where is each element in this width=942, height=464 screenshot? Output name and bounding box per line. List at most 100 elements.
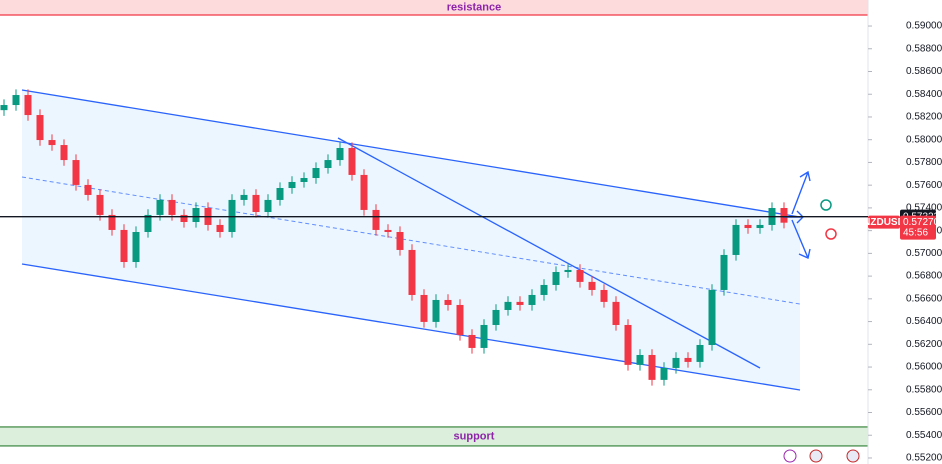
y-tick-label: 0.58800 — [906, 43, 942, 54]
candle-body — [420, 294, 428, 322]
candle-body — [528, 294, 536, 305]
support-label: support — [454, 430, 495, 442]
y-tick-label: 0.56600 — [906, 293, 942, 304]
candle-body — [708, 289, 716, 345]
y-tick-label: 0.55600 — [906, 407, 942, 418]
candle-body — [540, 284, 548, 295]
candle-body — [684, 357, 692, 362]
candle-body — [252, 194, 260, 212]
candle-body — [372, 209, 380, 230]
candle-body — [732, 224, 740, 255]
icon — [783, 449, 797, 463]
symbol-box — [868, 215, 900, 229]
candle-body — [288, 181, 296, 189]
candle-body — [648, 354, 656, 380]
zones: resistance support — [0, 0, 868, 447]
candle-body — [300, 178, 308, 182]
y-tick-label: 0.58200 — [906, 112, 942, 123]
y-tick-label: 0.56000 — [906, 362, 942, 373]
candle-body — [12, 95, 20, 106]
candle-body — [48, 140, 56, 146]
y-tick-label: 0.57600 — [906, 180, 942, 191]
stop-circle — [825, 228, 837, 240]
support-zone — [0, 426, 868, 446]
candle-body — [480, 324, 488, 348]
candle-body — [108, 214, 116, 230]
candle-body — [324, 160, 332, 169]
candle-body — [636, 354, 644, 365]
candle-body — [564, 269, 572, 273]
candle-body — [156, 199, 164, 215]
y-tick-label: 0.58400 — [906, 89, 942, 100]
candle-body — [312, 168, 320, 179]
candle-body — [120, 229, 128, 263]
candle-body — [408, 249, 416, 295]
bottom-icons — [783, 449, 860, 463]
candle-body — [276, 188, 284, 200]
y-tick-label: 0.58600 — [906, 66, 942, 77]
candle-body — [432, 299, 440, 322]
symbol-label: NZDUSD — [863, 217, 905, 228]
channel-upper — [21, 89, 801, 218]
candle-body — [216, 224, 224, 232]
candle-body — [180, 214, 188, 222]
y-tick-label: 0.55800 — [906, 384, 942, 395]
candle-body — [612, 301, 620, 325]
trend-line — [337, 137, 761, 369]
candle-body — [720, 254, 728, 290]
candle-body — [240, 194, 248, 200]
y-tick-label: 0.55200 — [906, 453, 942, 464]
channel-mid — [21, 176, 801, 305]
candle-body — [396, 232, 404, 250]
candle-body — [468, 334, 476, 348]
candle-body — [492, 309, 500, 325]
candle-body — [36, 115, 44, 141]
channel-lower — [21, 263, 801, 391]
candle-body — [504, 301, 512, 310]
candle-body — [672, 357, 680, 368]
candle-body — [576, 269, 584, 282]
candle-body — [144, 214, 152, 232]
candle-body — [600, 289, 608, 302]
y-tick-label: 0.57000 — [906, 248, 942, 259]
candle-body — [336, 147, 344, 161]
y-tick-label: 0.56200 — [906, 339, 942, 350]
candle-body — [24, 95, 32, 116]
candle-body — [348, 147, 356, 175]
candle-body — [96, 194, 104, 215]
candle-body — [588, 281, 596, 290]
target-circle — [820, 199, 832, 211]
candle-body — [624, 324, 632, 365]
y-tick-label: 0.59000 — [906, 21, 942, 32]
candle-body — [780, 208, 788, 223]
resistance-label: resistance — [447, 1, 501, 13]
price-axis: 0.55200 0.55400 0.55600 0.55800 0.56000 0.562… — [868, 21, 942, 464]
candle-body — [84, 184, 92, 195]
y-tick-label: 0.56400 — [906, 316, 942, 327]
candle-body — [744, 224, 752, 229]
candle-body — [60, 145, 68, 161]
candle-body — [660, 367, 668, 380]
y-tick-label: 0.55400 — [906, 430, 942, 441]
candle-body — [192, 208, 200, 222]
icon — [809, 449, 823, 463]
y-tick-label: 0.56800 — [906, 271, 942, 282]
resistance-zone — [0, 0, 868, 16]
arrow-up — [791, 170, 811, 215]
candle-body — [696, 344, 704, 362]
candle-body — [132, 232, 140, 263]
candle-body — [72, 160, 80, 185]
y-tick-label: 0.58000 — [906, 134, 942, 145]
candle-body — [360, 174, 368, 210]
countdown-label: 45:56 — [903, 227, 928, 238]
candle-body — [456, 304, 464, 335]
last-price-label: 0.57270 — [903, 217, 940, 228]
candle-body — [552, 272, 560, 285]
icon — [846, 449, 860, 463]
candle-body — [384, 229, 392, 232]
candle-body — [516, 301, 524, 305]
candle-body — [264, 199, 272, 212]
candle-body — [444, 299, 452, 305]
